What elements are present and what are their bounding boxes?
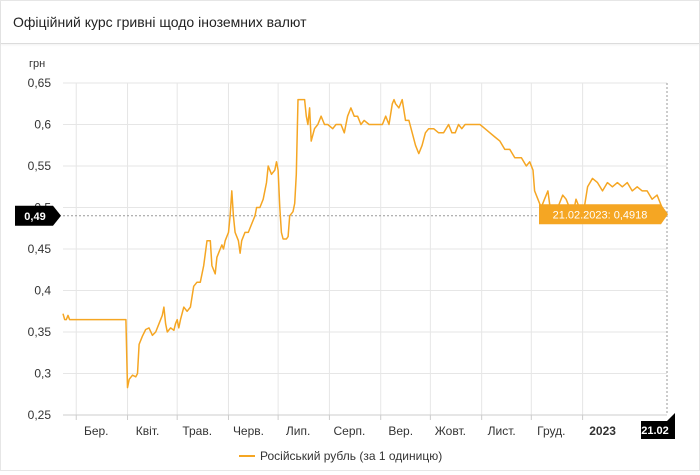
y-tick-label: 0,55: [28, 159, 52, 173]
tooltip-bg: [539, 204, 668, 225]
crosshair-y-value-bg: [15, 205, 61, 226]
x-tick-label: Лип.: [286, 424, 310, 438]
y-tick-label: 0,6: [34, 118, 51, 132]
x-tick-label: Серп.: [333, 424, 365, 438]
data-tooltip: 21.02.2023: 0,4918: [539, 204, 668, 225]
y-tick-label: 0,35: [28, 325, 52, 339]
chart-area: грн 0,250,30,350,40,450,50,550,60,65 Бер…: [1, 45, 699, 470]
chart-header: Офіційний курс гривні щодо іноземних вал…: [1, 1, 699, 44]
x-tick-label: Черв.: [233, 424, 264, 438]
exchange-rate-chart: грн 0,250,30,350,40,450,50,550,60,65 Бер…: [15, 58, 675, 463]
y-tick-label: 0,3: [34, 367, 51, 381]
crosshair-y-value: 0,49: [24, 211, 45, 223]
crosshair-x-date: 21.02: [641, 425, 669, 437]
x-axis-ticks: Бер. Квіт. Трав. Черв. Лип. Серп. Вер. Жовт. Лис…: [63, 414, 667, 438]
y-axis-ticks: 0,250,30,350,40,450,50,550,60,65: [28, 76, 52, 422]
y-tick-label: 0,45: [28, 242, 52, 256]
crosshair-x-date-box: 21.02: [641, 413, 675, 439]
series-line-rub[interactable]: [62, 98, 668, 389]
chart-title: Офіційний курс гривні щодо іноземних вал…: [13, 14, 307, 30]
x-tick-label: Жовт.: [435, 424, 466, 438]
x-tick-label: Трав.: [182, 424, 212, 438]
y-tick-label: 0,65: [28, 76, 52, 90]
crosshair-x-date-bg: [641, 413, 675, 439]
tooltip-text: 21.02.2023: 0,4918: [553, 209, 648, 221]
x-tick-label: Груд.: [537, 424, 565, 438]
x-tick-label: Бер.: [84, 424, 109, 438]
y-tick-label: 0,4: [34, 284, 51, 298]
x-tick-label: Вер.: [388, 424, 413, 438]
y-axis-unit-label: грн: [29, 58, 45, 70]
crosshair-y-value-box: 0,49: [15, 205, 61, 226]
grid-lines: [63, 82, 667, 416]
legend-label: Російський рубль (за 1 одиницю): [260, 449, 442, 463]
chart-legend[interactable]: Російський рубль (за 1 одиницю): [239, 449, 442, 463]
x-tick-label: Квіт.: [136, 424, 160, 438]
y-tick-label: 0,25: [28, 408, 52, 422]
x-tick-label: Лист.: [488, 424, 516, 438]
x-tick-label: 2023: [589, 424, 616, 438]
